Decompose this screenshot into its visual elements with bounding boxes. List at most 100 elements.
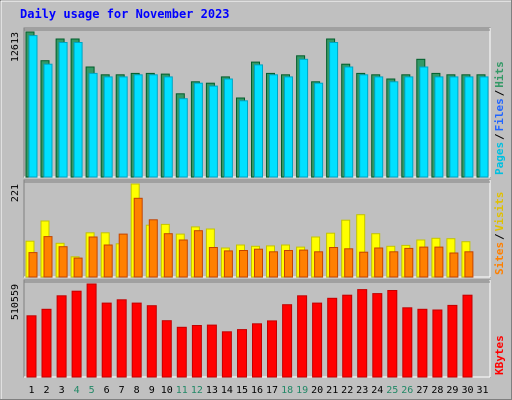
bar-files-day-13 [208, 85, 218, 178]
bar-files-day-1 [28, 35, 38, 178]
bar-files-day-16 [254, 64, 263, 178]
bar-kbytes-day-29 [447, 304, 458, 378]
x-tick-label-day-8: 8 [134, 385, 140, 396]
bar-sites-day-14 [223, 250, 233, 278]
x-tick-label-day-20: 20 [311, 385, 323, 396]
bar-files-day-9 [148, 74, 158, 178]
x-tick-label-day-12: 12 [191, 385, 203, 396]
x-tick-label-day-3: 3 [59, 385, 65, 396]
x-tick-label-day-10: 10 [161, 385, 173, 396]
legend: Sites /Visits [493, 192, 506, 275]
bar-files-day-5 [88, 72, 98, 178]
legend-entry: / [493, 233, 506, 240]
bar-files-day-28 [434, 76, 444, 178]
legend-entry: Hits [493, 61, 506, 88]
chart-title: Daily usage for November 2023 [20, 7, 230, 21]
bar-files-day-6 [103, 76, 113, 178]
bar-kbytes-day-28 [432, 309, 443, 378]
bar-sites-day-1 [28, 252, 38, 278]
bar-sites-day-2 [43, 236, 53, 278]
chart-panels: 12613Pages/Files/Hits221Sites/Visits5105… [10, 27, 506, 378]
bar-kbytes-day-7 [116, 299, 127, 378]
legend-entry: Visits [493, 192, 506, 232]
bar-kbytes-day-1 [26, 315, 37, 378]
bar-files-day-30 [464, 76, 474, 178]
bar-kbytes-day-26 [402, 307, 413, 378]
bar-kbytes-day-2 [41, 308, 52, 378]
panel-kbytes: 510559 KBytes [10, 279, 506, 378]
x-tick-label-day-25: 25 [386, 385, 398, 396]
bar-kbytes-day-21 [327, 297, 338, 378]
bar-kbytes-day-20 [312, 302, 323, 378]
bar-sites-day-20 [314, 251, 324, 278]
bar-files-day-31 [479, 76, 489, 178]
bar-sites-day-7 [118, 233, 128, 278]
bar-kbytes-day-12 [191, 325, 202, 378]
bar-sites-day-27 [419, 246, 429, 278]
legend-entry: / [493, 89, 506, 96]
y-max-label: 221 [10, 184, 21, 202]
bar-files-day-21 [329, 42, 339, 178]
bar-sites-day-29 [449, 252, 459, 278]
legend-entry: KBytes [493, 335, 506, 375]
bar-files-day-8 [133, 74, 143, 178]
bar-sites-day-22 [344, 248, 354, 278]
x-tick-label-day-31: 31 [476, 385, 488, 396]
bar-files-day-2 [43, 63, 53, 178]
x-tick-label-day-2: 2 [43, 385, 49, 396]
bar-kbytes-day-13 [206, 324, 217, 378]
x-tick-label-day-23: 23 [356, 385, 368, 396]
bar-kbytes-day-15 [237, 329, 247, 378]
x-tick-label-day-24: 24 [371, 385, 383, 396]
bar-sites-day-3 [58, 246, 68, 278]
bar-sites-day-19 [299, 249, 309, 278]
bar-kbytes-day-25 [387, 290, 398, 378]
bar-sites-day-15 [239, 250, 248, 278]
x-tick-label-day-7: 7 [119, 385, 125, 396]
bar-sites-day-18 [284, 250, 293, 278]
x-tick-label-day-29: 29 [446, 385, 458, 396]
bar-sites-day-17 [269, 251, 278, 278]
bar-files-day-14 [223, 78, 233, 178]
bar-files-day-10 [163, 76, 173, 178]
y-max-label: 12613 [10, 32, 21, 62]
legend: Pages/Files/Hits [493, 61, 506, 175]
bar-sites-day-26 [404, 247, 414, 278]
bar-sites-day-24 [374, 247, 384, 278]
legend-entry: Files [493, 98, 506, 131]
bar-sites-day-30 [464, 251, 474, 278]
bar-kbytes-day-22 [342, 294, 353, 378]
bar-files-day-4 [73, 42, 83, 178]
x-tick-label-day-27: 27 [416, 385, 428, 396]
bar-kbytes-day-6 [101, 302, 112, 378]
x-tick-label-day-11: 11 [176, 385, 188, 396]
bar-kbytes-day-3 [56, 295, 67, 378]
bar-kbytes-day-5 [86, 283, 97, 378]
bar-kbytes-day-24 [372, 293, 383, 378]
bar-sites-day-13 [208, 247, 218, 278]
legend: KBytes [493, 335, 506, 375]
x-tick-label-day-17: 17 [266, 385, 278, 396]
bar-kbytes-day-4 [71, 290, 82, 378]
x-tick-label-day-15: 15 [236, 385, 248, 396]
x-tick-label-day-14: 14 [221, 385, 233, 396]
bar-kbytes-day-10 [161, 320, 172, 378]
x-tick-label-day-18: 18 [281, 385, 293, 396]
bar-kbytes-day-14 [221, 331, 232, 378]
bar-sites-day-16 [254, 248, 263, 278]
bar-sites-day-23 [359, 251, 369, 278]
bar-files-day-11 [178, 98, 188, 178]
legend-entry: / [493, 133, 506, 140]
bar-files-day-17 [269, 74, 278, 178]
x-axis-labels: 1 2 3 4 5 6 7 8 9 10 11 12 13 14 15 16 17 18 19 20 21 22 23 24 2… [28, 385, 488, 396]
bar-files-day-15 [239, 100, 248, 178]
bar-kbytes-day-9 [146, 305, 157, 378]
panel-visits-sites: 221 Sites /Visits [10, 179, 506, 278]
bar-sites-day-28 [434, 246, 444, 278]
bar-sites-day-6 [103, 244, 113, 278]
bar-sites-day-12 [193, 230, 203, 278]
bar-kbytes-day-18 [282, 304, 293, 378]
bar-kbytes-day-27 [417, 308, 428, 378]
